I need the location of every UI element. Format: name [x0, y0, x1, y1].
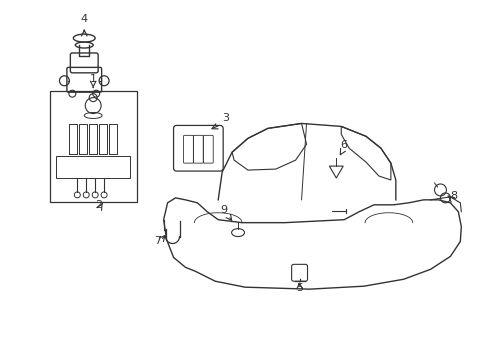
- Text: 9: 9: [220, 205, 228, 215]
- Text: 8: 8: [450, 191, 457, 201]
- Text: 7: 7: [154, 237, 161, 247]
- Bar: [56, 156, 130, 178]
- Text: 1: 1: [90, 74, 97, 84]
- Bar: [49, 91, 137, 202]
- Text: 2: 2: [96, 200, 103, 210]
- Text: 3: 3: [222, 113, 230, 123]
- Text: 6: 6: [341, 140, 348, 150]
- Text: 4: 4: [81, 14, 88, 24]
- Text: 5: 5: [296, 283, 303, 293]
